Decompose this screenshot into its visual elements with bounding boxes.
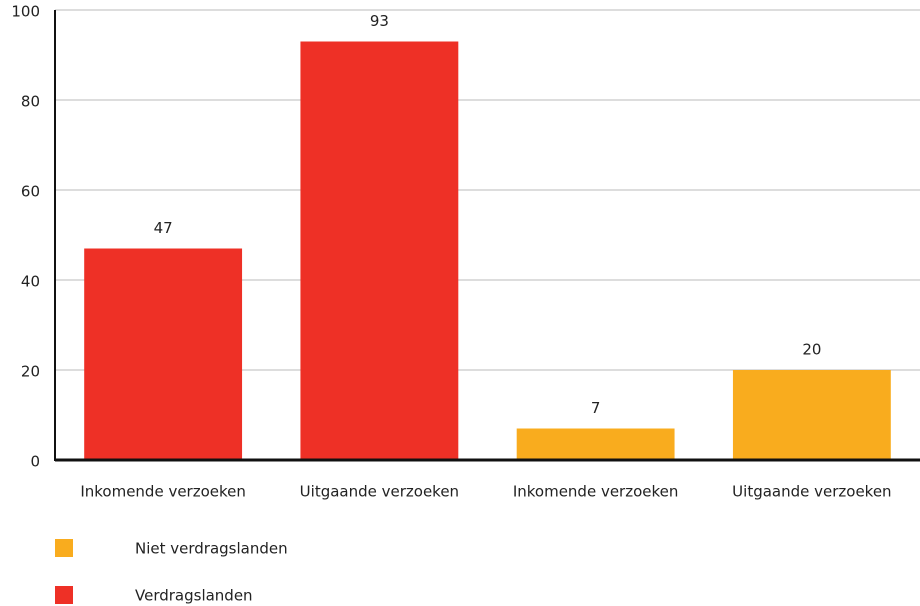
bar (300, 41, 459, 460)
legend-label: Niet verdragslanden (135, 540, 288, 558)
y-tick-label: 20 (21, 363, 40, 381)
value-label: 7 (591, 399, 601, 417)
bar (84, 248, 243, 460)
x-tick-label: Uitgaande verzoeken (732, 483, 891, 501)
y-tick-label: 40 (21, 273, 40, 291)
value-label: 20 (802, 341, 821, 359)
x-tick-label: Inkomende verzoeken (513, 483, 679, 501)
legend-swatch (55, 539, 73, 557)
y-tick-label: 0 (30, 453, 40, 471)
y-tick-label: 100 (11, 3, 40, 21)
bar (516, 428, 675, 460)
legend-label: Verdragslanden (135, 587, 253, 605)
x-tick-label: Inkomende verzoeken (80, 483, 246, 501)
y-tick-label: 80 (21, 93, 40, 111)
legend-swatch (55, 586, 73, 604)
x-tick-label: Uitgaande verzoeken (300, 483, 459, 501)
value-label: 93 (370, 12, 389, 30)
bar (732, 370, 891, 460)
value-label: 47 (154, 219, 173, 237)
y-tick-label: 60 (21, 183, 40, 201)
